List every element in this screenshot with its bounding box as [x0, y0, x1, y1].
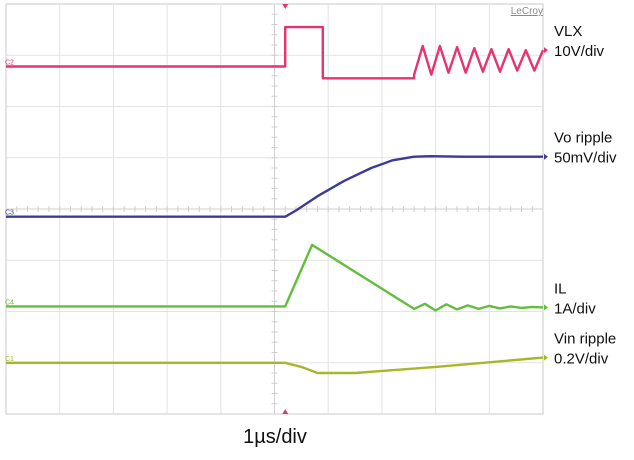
grid: [5, 3, 544, 415]
trigger-marker-bottom: [282, 409, 289, 414]
series-name-label: Vin ripple: [554, 331, 616, 348]
trace-vlx: [6, 25, 545, 80]
series-scale-label: 50mV/div: [554, 150, 617, 167]
series-name-label: Vo ripple: [554, 130, 612, 147]
series-scale-label: 1A/div: [554, 300, 596, 317]
trace-end-marker: [544, 354, 548, 361]
channel-marker: C4: [5, 299, 14, 306]
channel-marker: C2: [5, 60, 14, 67]
trace-il: [6, 243, 544, 312]
labels: C2 VLX 10V/div C3 Vo ripple 50mV/div C4 IL 1A/di…: [5, 23, 617, 368]
channel-marker: C1: [5, 356, 14, 363]
x-axis-label: 1µs/div: [243, 426, 307, 448]
trace-end-marker: [544, 153, 548, 160]
series-name-label: IL: [554, 280, 567, 297]
channel-marker: C3: [5, 210, 14, 217]
trace-vin-ripple: [6, 356, 544, 375]
trace-end-marker: [544, 47, 548, 54]
trigger-marker-top: [282, 4, 289, 9]
traces: [6, 25, 545, 375]
series-scale-label: 0.2V/div: [554, 351, 609, 368]
trace-end-marker: [544, 304, 548, 311]
trace-vo-ripple: [6, 154, 543, 218]
series-name-label: VLX: [554, 23, 582, 40]
brand-label: LeCroy: [511, 6, 543, 17]
series-scale-label: 10V/div: [554, 43, 605, 60]
